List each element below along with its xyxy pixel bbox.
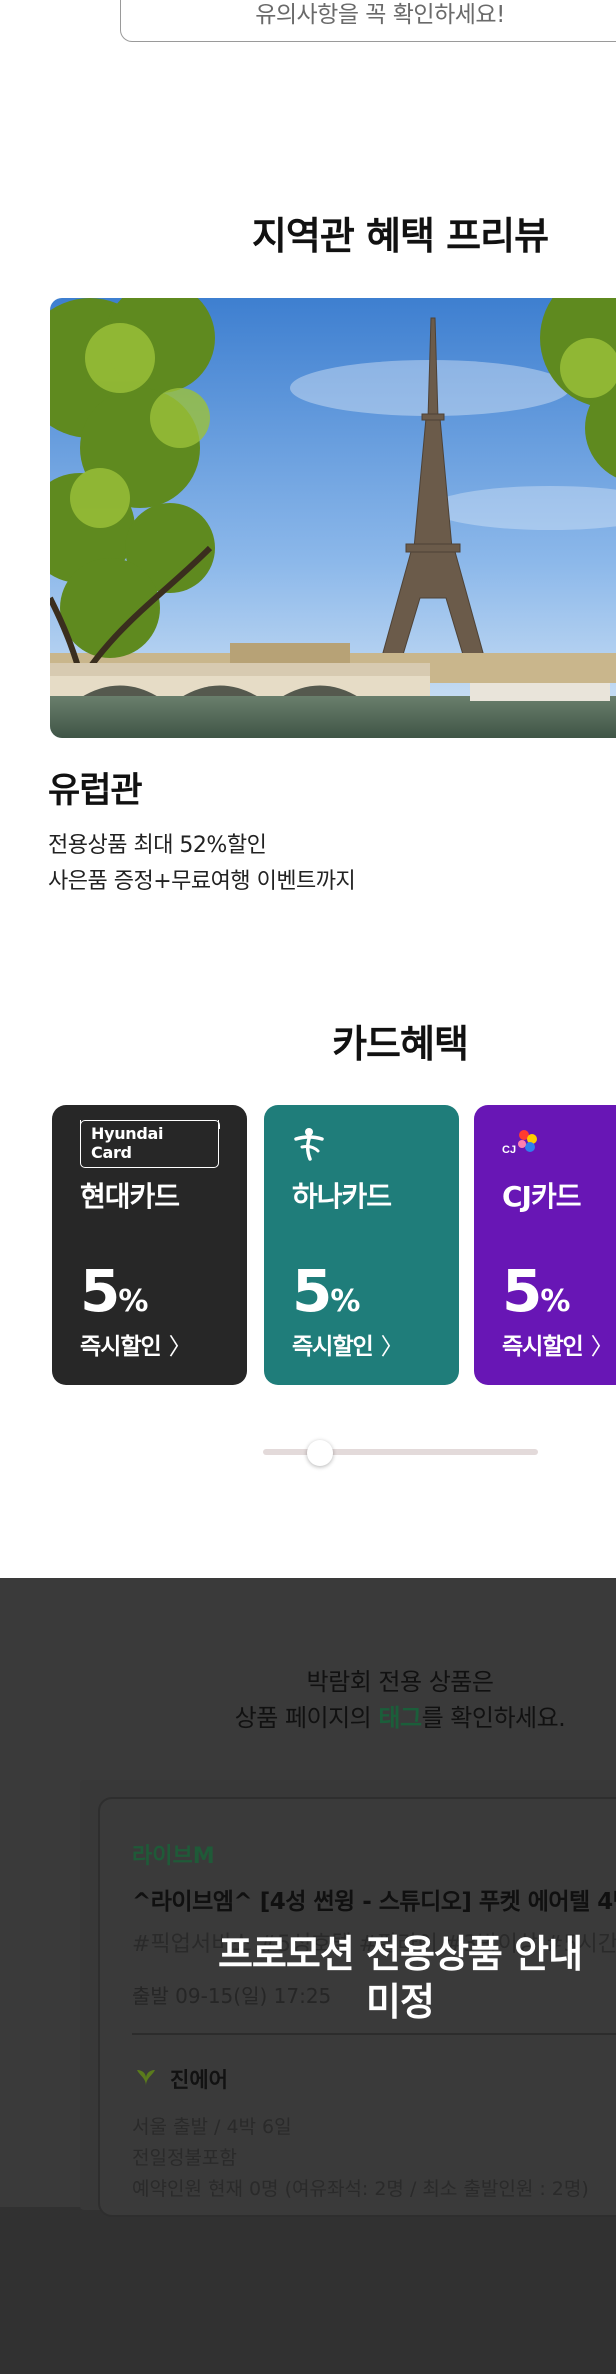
tag-highlight: 태그	[378, 1704, 422, 1732]
card-name: CJ카드	[502, 1180, 582, 1213]
card-carousel-scrollbar[interactable]	[263, 1449, 538, 1455]
expo-notice-text: 박람회 전용 상품은 상품 페이지의 태그를 확인하세요.	[92, 1664, 616, 1736]
region-name: 유럽관	[48, 771, 143, 811]
chevron-right-icon: 〉	[380, 1334, 404, 1360]
expo-notice-line: 상품 페이지의 태그를 확인하세요.	[234, 1704, 566, 1732]
bottom-dark-band	[0, 2207, 616, 2374]
card-hana[interactable]: 하나카드 5% 즉시할인 〉	[264, 1105, 459, 1385]
jinair-logo-icon	[137, 2070, 155, 2086]
chevron-right-icon: 〉	[168, 1334, 192, 1360]
instant-discount-link[interactable]: 즉시할인 〉	[502, 1334, 614, 1360]
product-info: 예약인원 현재 0명 (여유좌석: 2명 / 최소 출발인원 : 2명)	[132, 2178, 589, 2200]
product-departure: 출발 09-15(일) 17:25	[132, 1984, 332, 2008]
product-tags: #픽업서비스 #5성호텔 #팔라이 #3박이상 #5시간	[132, 1932, 616, 1957]
overlay-line: 프로모션 전용상품 안내	[217, 1932, 583, 1976]
expo-notice-line: 박람회 전용 상품은	[306, 1668, 494, 1696]
hyundai-card-logo-text: Hyundai Card	[79, 1120, 220, 1168]
overlay-line: 미정	[366, 1980, 435, 2024]
notice-text: 유의사항을 꼭 확인하세요!	[255, 2, 505, 28]
card-cj[interactable]: CJ CJ카드 5% 즉시할인 〉	[474, 1105, 616, 1385]
product-brand: 라이브M	[132, 1844, 215, 1869]
product-title: ^라이브엠^ [4성 썬윙 - 스튜디오] 푸켓 에어텔 4박	[132, 1889, 616, 1915]
hana-card-logo-icon	[292, 1127, 431, 1161]
svg-text:CJ: CJ	[502, 1144, 516, 1156]
region-desc-line: 사은품 증정+무료여행 이벤트까지	[48, 869, 356, 894]
card-hyundai[interactable]: Hyundai Card 현대카드 5% 즉시할인 〉	[52, 1105, 247, 1385]
sample-product-card	[98, 1797, 616, 2217]
product-info: 전일정불포함	[132, 2147, 237, 2169]
notice-box: 유의사항을 꼭 확인하세요!	[120, 0, 616, 42]
divider	[132, 2033, 616, 2035]
product-info: 서울 출발 / 4박 6일	[132, 2116, 292, 2138]
card-name: 하나카드	[292, 1180, 392, 1213]
eiffel-tower-photo	[50, 298, 616, 738]
card-discount-percent: 5%	[502, 1257, 570, 1325]
region-desc-line: 전용상품 최대 52%할인	[48, 833, 267, 858]
cj-card-logo-icon: CJ	[502, 1127, 616, 1161]
europe-hero-image[interactable]	[50, 298, 616, 738]
card-discount-percent: 5%	[80, 1257, 148, 1325]
region-description: 전용상품 최대 52%할인 사은품 증정+무료여행 이벤트까지	[48, 828, 356, 900]
card-discount-percent: 5%	[292, 1257, 360, 1325]
regional-section-title: 지역관 혜택 프리뷰	[251, 214, 549, 258]
hyundai-card-logo: Hyundai Card	[79, 1120, 220, 1168]
chevron-right-icon: 〉	[590, 1334, 614, 1360]
card-carousel-scroll-thumb[interactable]	[307, 1440, 333, 1466]
card-name: 현대카드	[80, 1180, 180, 1213]
instant-discount-link[interactable]: 즉시할인 〉	[80, 1334, 192, 1360]
promotion-overlay-text: 프로모션 전용상품 안내 미정	[92, 1930, 616, 2026]
instant-discount-link[interactable]: 즉시할인 〉	[292, 1334, 404, 1360]
card-benefits-title: 카드혜택	[332, 1022, 469, 1066]
airline-name: 진에어	[170, 2068, 228, 2092]
